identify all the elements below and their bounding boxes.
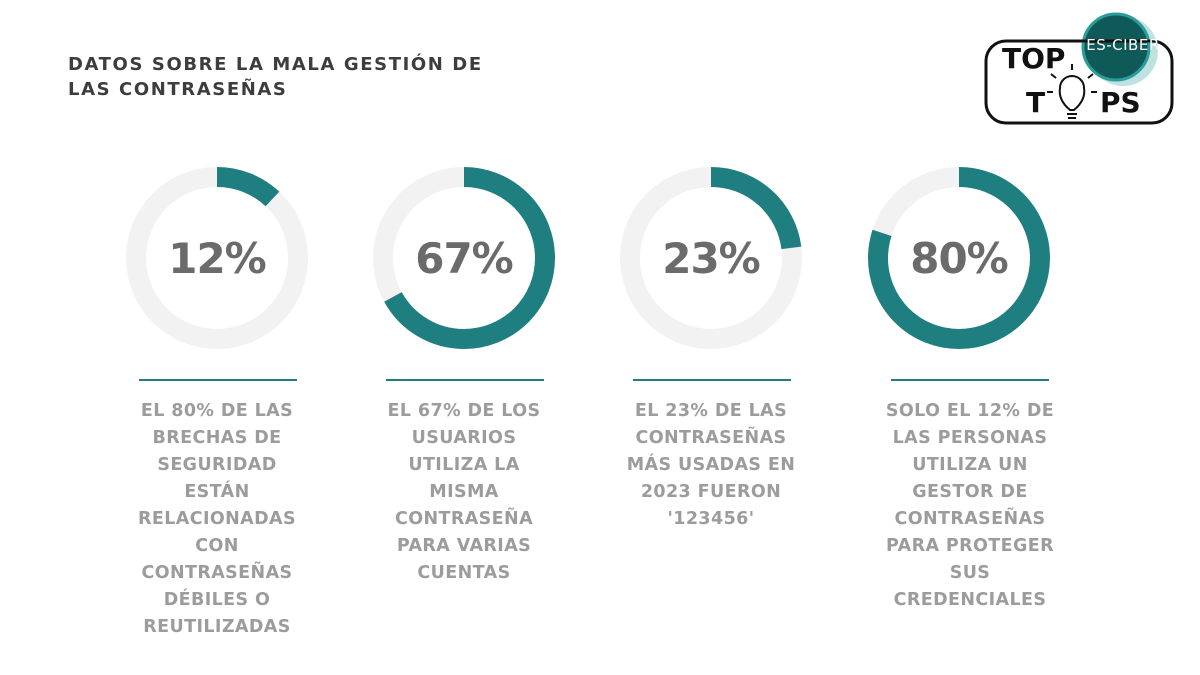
- percent-label: 12%: [168, 233, 267, 283]
- desc-line: CONTRASEÑA: [394, 509, 534, 529]
- logo-ps-text: PS: [1100, 86, 1141, 119]
- desc-line: CONTRASEÑAS: [635, 428, 787, 448]
- desc-line: CONTRASEÑAS: [141, 563, 293, 583]
- stat-description: SOLO EL 12% DE LAS PERSONAS UTILIZA UN G…: [870, 398, 1070, 614]
- desc-line: ESTÁN: [184, 482, 250, 502]
- desc-line: CREDENCIALES: [893, 590, 1047, 610]
- desc-line: SEGURIDAD: [157, 455, 277, 475]
- divider: [633, 379, 791, 381]
- desc-line: USUARIOS: [411, 428, 517, 448]
- desc-line: '123456': [667, 509, 755, 529]
- desc-line: UTILIZA UN: [912, 455, 1028, 475]
- top-tips-logo: ES-CIBER TOP T PS: [984, 12, 1174, 125]
- logo-badge: [1083, 14, 1149, 80]
- logo-top-text: TOP: [1002, 42, 1065, 75]
- divider: [891, 379, 1049, 381]
- desc-line: BRECHAS DE: [152, 428, 282, 448]
- page-title: DATOS SOBRE LA MALA GESTIÓN DE LAS CONTR…: [68, 52, 488, 102]
- divider: [386, 379, 544, 381]
- desc-line: EL 80% DE LAS: [140, 401, 294, 421]
- donut-chart-1: [126, 167, 308, 349]
- stat-description: EL 23% DE LAS CONTRASEÑAS MÁS USADAS EN …: [611, 398, 811, 533]
- title-line-1: DATOS SOBRE LA MALA GESTIÓN DE: [68, 54, 483, 75]
- desc-line: REUTILIZADAS: [143, 617, 291, 637]
- donut-stat-4: 80%: [867, 166, 1051, 350]
- donut-arc: [868, 167, 1050, 349]
- desc-line: RELACIONADAS: [137, 509, 297, 529]
- desc-line: UTILIZA LA: [408, 455, 520, 475]
- desc-line: PARA PROTEGER: [886, 536, 1054, 556]
- desc-line: EL 23% DE LAS: [634, 401, 788, 421]
- desc-line: CUENTAS: [417, 563, 511, 583]
- desc-line: DÉBILES O: [163, 590, 271, 610]
- desc-line: CON: [195, 536, 239, 556]
- desc-line: CONTRASEÑAS: [894, 509, 1046, 529]
- desc-line: SOLO EL 12% DE: [885, 401, 1055, 421]
- percent-label: 23%: [662, 233, 761, 283]
- desc-line: SUS: [949, 563, 991, 583]
- logo-t-text: T: [1026, 86, 1045, 119]
- desc-line: 2023 FUERON: [640, 482, 782, 502]
- donut-stat-2: 67%: [372, 166, 556, 350]
- desc-line: MISMA: [429, 482, 499, 502]
- stat-description: EL 80% DE LAS BRECHAS DE SEGURIDAD ESTÁN…: [117, 398, 317, 641]
- percent-label: 80%: [910, 233, 1009, 283]
- desc-line: GESTOR DE: [912, 482, 1028, 502]
- desc-line: LAS PERSONAS: [892, 428, 1048, 448]
- title-line-2: LAS CONTRASEÑAS: [68, 79, 288, 100]
- donut-arc: [126, 167, 308, 349]
- divider: [139, 379, 297, 381]
- desc-line: EL 67% DE LOS: [387, 401, 541, 421]
- logo-frame: [984, 39, 1174, 125]
- donut-stat-1: 12%: [125, 166, 309, 350]
- logo-brand: ES-CIBER: [1086, 36, 1160, 54]
- donut-chart-2: [373, 167, 555, 349]
- lightbulb-icon: [1047, 64, 1097, 119]
- donut-chart-4: [868, 167, 1050, 349]
- percent-label: 67%: [415, 233, 514, 283]
- donut-arc: [620, 167, 802, 349]
- logo-badge-ring: [1081, 12, 1151, 82]
- donut-chart-3: [620, 167, 802, 349]
- desc-line: MÁS USADAS EN: [626, 455, 796, 475]
- donut-stat-3: 23%: [619, 166, 803, 350]
- stat-description: EL 67% DE LOS USUARIOS UTILIZA LA MISMA …: [364, 398, 564, 587]
- desc-line: PARA VARIAS: [396, 536, 532, 556]
- donut-arc: [373, 167, 555, 349]
